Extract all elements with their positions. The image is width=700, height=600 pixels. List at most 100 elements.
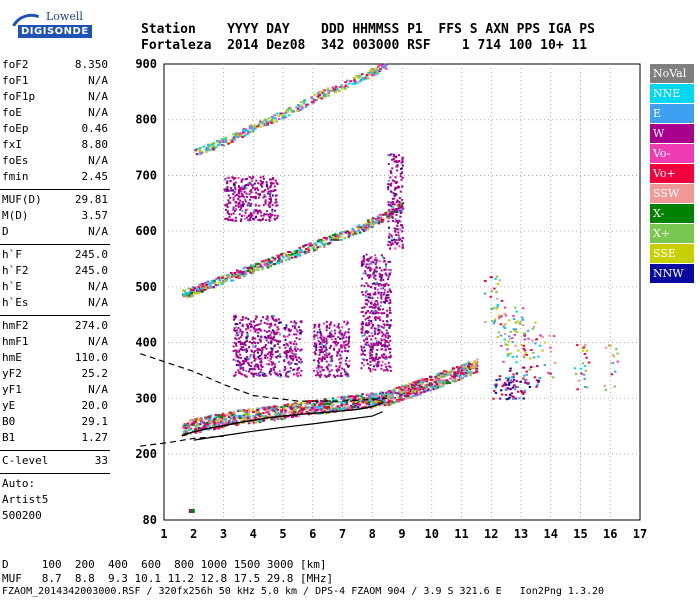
echo-point-spread [394, 230, 397, 232]
echo-point-third-hop [199, 146, 202, 149]
echo-point-high-freq [539, 344, 542, 347]
echo-point-third-hop [244, 134, 247, 137]
echo-point-second-hop [236, 271, 239, 274]
echo-point-spread [274, 201, 277, 204]
echo-point-spread [260, 368, 263, 371]
echo-point-second-hop [371, 219, 374, 222]
echo-point-high-freq [547, 371, 550, 374]
echo-point-spread [385, 329, 388, 332]
echo-point-spread [387, 163, 390, 166]
echo-point-spread [377, 291, 380, 294]
echo-point-second-hop [207, 283, 211, 286]
echo-point-first-hop [419, 385, 422, 388]
echo-point-first-hop [407, 387, 411, 390]
echo-point-spread [287, 375, 290, 378]
echo-point-high-freq [508, 335, 511, 338]
echo-point-high-freq [514, 344, 517, 347]
param-value: 110.0 [74, 351, 108, 364]
echo-point-third-hop [270, 119, 273, 122]
echo-point-second-hop [201, 290, 204, 293]
echo-point-third-hop [231, 133, 235, 136]
echo-point-spread [242, 205, 244, 208]
auto-scaling-text: 500200 [2, 509, 42, 522]
echo-point-spread [389, 300, 392, 303]
echo-point-low-freq [521, 393, 525, 395]
param-key: hmF1 [2, 335, 29, 348]
echo-point-spread [395, 219, 398, 222]
echo-point-first-hop [401, 388, 405, 391]
echo-point-spread [383, 369, 385, 372]
legend-item-noval: NoVal [650, 64, 694, 83]
echo-point-first-hop [187, 426, 190, 429]
echo-point-spread [387, 183, 390, 186]
echo-point-second-hop [204, 287, 207, 289]
echo-point-spread [384, 268, 387, 271]
echo-point-high-freq [499, 323, 502, 326]
echo-point-spread [243, 362, 245, 365]
echo-point-high-freq [521, 318, 524, 321]
echo-point-low-freq [520, 390, 523, 392]
echo-point-spread [343, 368, 346, 371]
echo-point-spread [386, 296, 389, 299]
echo-point-first-hop [449, 377, 452, 380]
echo-point-spread [271, 208, 274, 211]
echo-point-second-hop [362, 225, 365, 228]
echo-point-first-hop [202, 426, 206, 429]
echo-point-second-hop [307, 251, 310, 254]
echo-point-low-freq [515, 372, 519, 375]
echo-point-first-hop [246, 409, 250, 412]
echo-point-spread [235, 344, 238, 347]
echo-point-spread [295, 363, 298, 366]
echo-point-spread [239, 319, 242, 322]
echo-point-spread [268, 193, 271, 196]
echo-point-first-hop [227, 421, 231, 424]
echo-point-spread [325, 337, 328, 340]
echo-point-spread [270, 360, 273, 363]
echo-point-third-hop [354, 80, 357, 83]
echo-point-second-hop [271, 256, 274, 259]
echo-point-spread [268, 372, 271, 375]
echo-point-spread [235, 331, 238, 334]
param-row: h`E N/A [2, 280, 108, 296]
echo-point-spread [362, 272, 365, 275]
echo-point-spread [380, 287, 382, 290]
echo-point-spread [388, 326, 391, 329]
echo-point-low-freq [516, 390, 520, 393]
echo-point-third-hop [296, 107, 300, 110]
echo-point-spread [374, 305, 377, 308]
echo-point-first-hop [205, 417, 209, 420]
echo-point-second-hop [293, 254, 296, 256]
echo-point-third-hop [199, 151, 203, 154]
echo-point-spread [330, 330, 333, 333]
echo-point-spread [315, 374, 318, 377]
param-key: hmE [2, 351, 22, 364]
echo-point-third-hop [257, 123, 261, 126]
echo-point-spread [300, 369, 303, 372]
echo-point-spread [291, 349, 294, 352]
legend-item-nnw: NNW [650, 264, 694, 283]
echo-point-first-hop [273, 413, 277, 416]
echo-point-spread [392, 208, 395, 211]
echo-point-first-hop [451, 380, 455, 382]
echo-point-spread [394, 218, 397, 221]
echo-point-spread [374, 257, 377, 259]
echo-point-second-hop [341, 231, 344, 234]
echo-point-spread [233, 182, 236, 185]
echo-point-low-freq [505, 398, 509, 401]
echo-point-second-hop [317, 240, 320, 243]
param-value: N/A [88, 90, 108, 103]
echo-point-third-hop [311, 101, 314, 104]
echo-point-first-hop [183, 430, 186, 433]
echo-point-first-hop [410, 389, 414, 392]
echo-point-spread [262, 204, 265, 207]
echo-point-second-hop [263, 261, 266, 264]
echo-point-high-freq [539, 334, 542, 337]
echo-point-spread [382, 308, 385, 311]
echo-point-third-hop [297, 104, 300, 106]
echo-point-first-hop [270, 418, 273, 421]
echo-point-first-hop [463, 365, 467, 368]
echo-point-first-hop [423, 387, 426, 390]
echo-point-spread [245, 187, 248, 190]
echo-point-spread [249, 320, 252, 323]
echo-point-spread [328, 374, 331, 377]
